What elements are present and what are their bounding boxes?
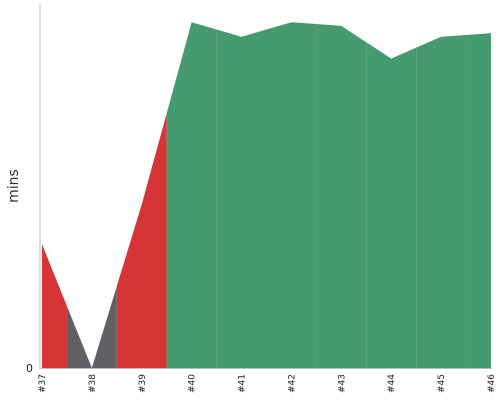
x-tick-label: #46 [487,374,497,393]
x-tick-label: #42 [287,374,297,393]
area-segments [42,22,491,369]
area-segment-build-44 [366,42,417,368]
x-tick-label: #38 [88,374,98,393]
area-segment-build-37 [42,244,67,368]
area-segment-build-43 [316,24,367,369]
x-tick-label: #41 [238,374,248,393]
y-axis-title: mins [6,169,22,203]
area-segment-build-39 [116,113,167,368]
x-tick-label: #43 [337,374,347,393]
x-tick-label: #37 [38,374,48,393]
x-tick-label: #39 [138,374,148,393]
area-segment-build-40 [166,22,217,368]
x-tick-label: #40 [188,374,198,393]
y-tick-label: 0 [26,362,33,375]
x-axis-ticks: #37 #38 #39 #40 #41 #42 #43 #44 #45 #46 [38,374,497,393]
x-tick-label: #45 [437,374,447,393]
area-segment-build-45 [416,34,467,368]
area-segment-build-46 [466,33,491,369]
area-segment-build-41 [216,29,267,368]
x-tick-label: #44 [387,374,397,393]
area-segment-build-38 [66,286,117,368]
area-segment-build-42 [266,22,317,368]
